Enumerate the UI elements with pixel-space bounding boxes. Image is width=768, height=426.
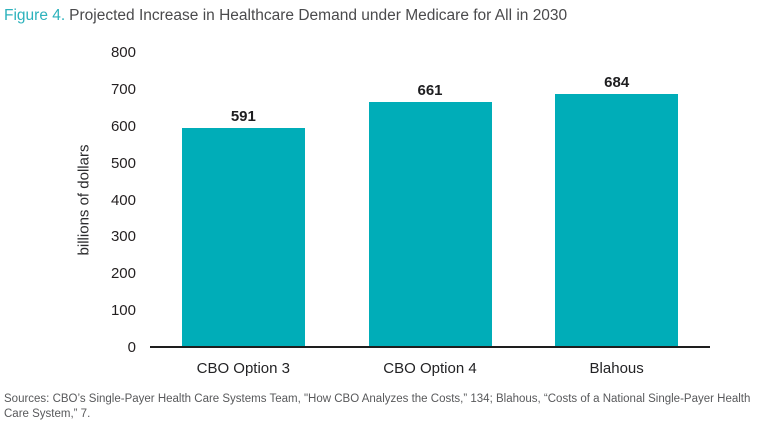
bar-value-label: 684	[604, 73, 630, 91]
y-tick-label: 600	[110, 117, 136, 135]
sources-line-2: Care System,” 7.	[4, 407, 91, 420]
bar-blahous	[555, 93, 679, 346]
bar-cbo-option-4	[368, 102, 492, 346]
y-tick-label: 500	[110, 154, 136, 172]
y-tick-label: 200	[110, 265, 136, 283]
y-tick-label: 100	[110, 302, 136, 320]
x-axis-label-cbo-option-4: CBO Option 4	[383, 360, 477, 377]
sources-line-1: Sources: CBO’s Single-Payer Health Care …	[4, 393, 751, 405]
y-tick-label: 400	[110, 191, 136, 209]
y-tick-label: 700	[110, 80, 136, 98]
figure-number-label: Figure 4.	[4, 7, 66, 24]
y-tick-label: 0	[127, 339, 136, 356]
x-axis-label-blahous: Blahous	[589, 360, 644, 377]
x-axis-label-cbo-option-3: CBO Option 3	[196, 360, 291, 377]
figure-title: Figure 4. Projected Increase in Healthcar…	[4, 5, 567, 26]
figure-title-text: Projected Increase in Healthcare Demand …	[69, 7, 568, 24]
y-tick-label: 800	[110, 44, 136, 61]
bar-value-label: 661	[417, 82, 443, 100]
plot-area: 591 661 684	[150, 53, 710, 348]
bar-value-label: 591	[230, 108, 256, 126]
y-tick-label: 300	[110, 228, 136, 246]
sources-note: Sources: CBO’s Single-Payer Health Care …	[4, 392, 766, 421]
bar-cbo-option-3	[181, 128, 305, 346]
